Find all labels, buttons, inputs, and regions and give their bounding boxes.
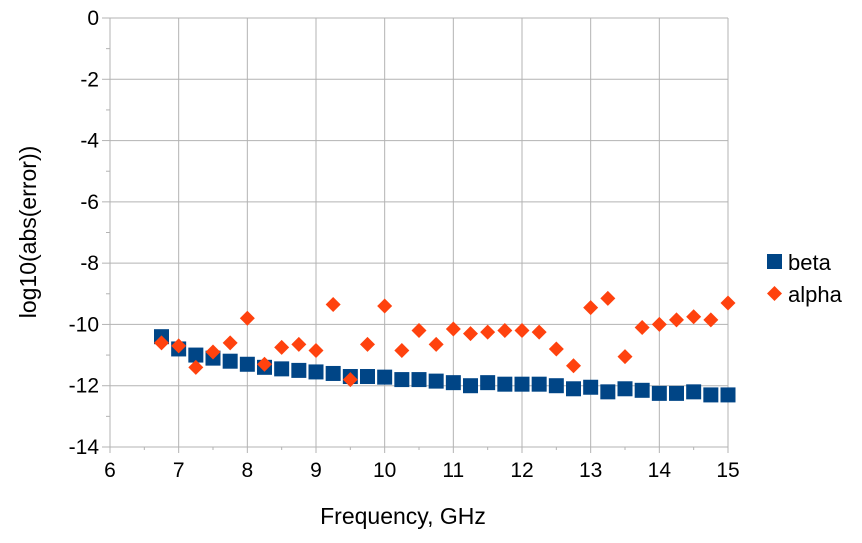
data-point-beta <box>360 369 375 385</box>
data-point-alpha <box>274 339 290 355</box>
data-point-alpha <box>514 323 530 339</box>
data-point-alpha <box>548 341 564 357</box>
x-tick-label: 7 <box>173 459 185 482</box>
data-point-alpha <box>308 342 324 358</box>
data-point-alpha <box>600 290 616 306</box>
data-point-beta <box>480 375 496 391</box>
data-point-alpha <box>445 321 461 337</box>
data-point-beta <box>548 378 564 394</box>
legend-item-alpha: alpha <box>767 282 843 307</box>
data-point-alpha <box>531 324 547 340</box>
data-point-alpha <box>634 319 650 335</box>
data-point-alpha <box>463 326 478 342</box>
axes <box>102 17 729 453</box>
data-point-beta <box>720 387 736 403</box>
data-point-alpha <box>411 323 427 339</box>
data-point-beta <box>274 361 290 377</box>
data-point-beta <box>514 376 530 392</box>
data-point-beta <box>583 379 599 395</box>
data-point-beta <box>566 381 581 397</box>
x-tick-label: 10 <box>373 459 396 482</box>
legend-marker-alpha <box>767 286 782 301</box>
data-point-beta <box>703 387 719 403</box>
x-tick-label: 6 <box>104 459 116 482</box>
data-point-alpha <box>703 312 719 328</box>
data-point-alpha <box>205 344 221 360</box>
data-point-alpha <box>686 309 702 325</box>
data-point-alpha <box>617 349 633 365</box>
x-tick-label: 15 <box>716 459 739 482</box>
y-axis-title: log10(abs(error)) <box>15 146 41 319</box>
data-point-alpha <box>171 338 187 354</box>
data-point-beta <box>308 364 324 380</box>
y-tick-label: -6 <box>80 191 99 214</box>
data-point-beta <box>617 381 633 397</box>
data-point-alpha <box>342 372 358 388</box>
data-point-alpha <box>720 295 736 311</box>
legend-label-alpha: alpha <box>788 282 843 307</box>
data-point-beta <box>686 384 702 400</box>
data-point-alpha <box>239 310 255 326</box>
y-tick-label: -14 <box>69 436 100 459</box>
data-point-beta <box>377 369 393 385</box>
series-beta <box>154 329 736 403</box>
data-point-alpha <box>257 356 272 372</box>
legend-label-beta: beta <box>788 250 832 275</box>
data-point-alpha <box>669 312 684 328</box>
data-point-beta <box>239 356 255 372</box>
data-point-alpha <box>651 316 667 332</box>
y-tick-label: -8 <box>80 252 99 275</box>
data-point-beta <box>411 372 427 388</box>
data-point-alpha <box>325 297 341 313</box>
data-point-beta <box>497 376 513 392</box>
y-tick-labels: 0 -2 -4 -6 -8 -10 -12 -14 <box>69 7 100 459</box>
data-point-alpha <box>394 342 410 358</box>
data-point-beta <box>445 375 461 391</box>
data-point-alpha <box>222 335 238 351</box>
data-point-beta <box>600 384 616 400</box>
data-point-beta <box>394 372 410 388</box>
data-point-alpha <box>480 324 496 340</box>
data-point-alpha <box>154 335 169 351</box>
x-tick-labels: 6 7 8 9 10 11 12 13 14 15 <box>104 459 740 482</box>
x-tick-label: 8 <box>241 459 253 482</box>
data-point-beta <box>463 378 478 394</box>
series-alpha <box>154 290 736 388</box>
data-point-alpha <box>497 323 513 339</box>
data-point-beta <box>531 376 547 392</box>
x-axis-title: Frequency, GHz <box>320 503 486 529</box>
data-point-alpha <box>428 336 444 352</box>
legend-item-beta: beta <box>767 250 832 275</box>
y-tick-label: 0 <box>87 7 99 30</box>
data-series <box>154 290 736 403</box>
legend: beta alpha <box>767 250 843 307</box>
data-point-alpha <box>583 300 599 316</box>
x-tick-label: 14 <box>648 459 672 482</box>
x-tick-label: 12 <box>510 459 533 482</box>
y-tick-label: -4 <box>80 130 99 153</box>
y-tick-label: -10 <box>69 313 99 336</box>
x-tick-label: 13 <box>579 459 602 482</box>
x-tick-label: 9 <box>310 459 322 482</box>
y-tick-label: -2 <box>80 68 99 91</box>
data-point-beta <box>188 347 204 363</box>
data-point-alpha <box>360 336 375 352</box>
data-point-alpha <box>291 336 307 352</box>
data-point-beta <box>222 353 238 369</box>
data-point-alpha <box>566 358 581 374</box>
data-point-beta <box>634 382 650 398</box>
data-point-beta <box>428 373 444 389</box>
data-point-alpha <box>377 298 393 314</box>
data-point-beta <box>669 385 684 401</box>
y-tick-label: -12 <box>69 375 99 398</box>
data-point-beta <box>325 365 341 381</box>
data-point-alpha <box>188 359 204 375</box>
legend-marker-beta <box>767 254 782 269</box>
data-point-beta <box>651 385 667 401</box>
data-point-beta <box>291 362 307 378</box>
x-tick-label: 11 <box>442 459 464 482</box>
